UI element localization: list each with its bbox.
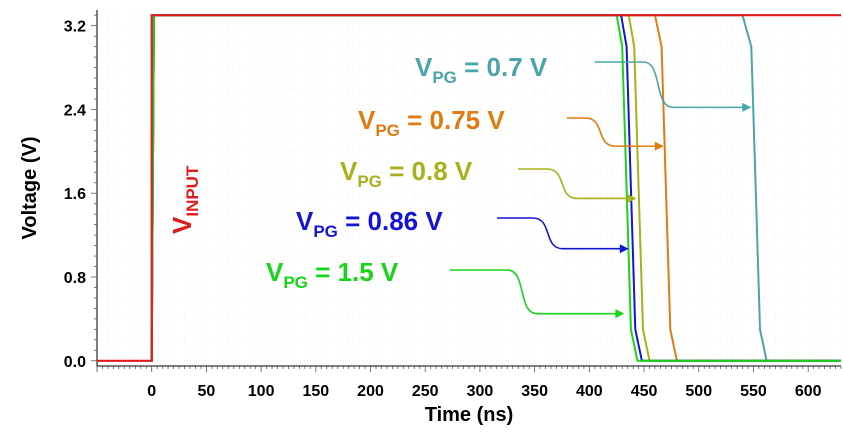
- series-lines: [97, 14, 841, 362]
- x-tick-label: 350: [521, 383, 548, 400]
- x-tick-label: 0: [147, 383, 156, 400]
- y-tick-label: 2.4: [64, 102, 86, 119]
- series-arrowhead: [615, 309, 625, 319]
- series-label: VPG = 0.75 V: [358, 105, 505, 140]
- x-axis-title: Time (ns): [425, 404, 514, 426]
- x-tick-label: 100: [248, 383, 275, 400]
- input-line: [97, 14, 841, 362]
- x-tick-label: 450: [631, 383, 658, 400]
- x-tick-label: 400: [576, 383, 603, 400]
- y-tick-label: 3.2: [64, 19, 86, 36]
- series-arrowhead: [742, 102, 752, 112]
- series-arrowhead: [619, 244, 629, 254]
- series-label: VPG = 0.8 V: [340, 156, 473, 191]
- x-tick-label: 250: [412, 383, 439, 400]
- series-arrow: [497, 217, 625, 250]
- series-arrow: [595, 61, 748, 109]
- x-tick-label: 300: [467, 383, 494, 400]
- y-tick-label: 0.8: [64, 270, 86, 287]
- x-tick-label: 50: [198, 383, 216, 400]
- series-label: VPG = 0.7 V: [415, 52, 548, 87]
- annotations: VPG = 0.7 V VPG = 0.75 V VPG = 0.8 V VPG = …: [167, 52, 752, 319]
- y-axis-title: Voltage (V): [19, 137, 41, 240]
- series-arrowhead: [627, 193, 637, 203]
- x-tick-labels: 0 50 100 150 200 250 300 350 400 450 500 550 600: [147, 383, 821, 400]
- input-label: VINPUT: [167, 165, 202, 234]
- x-tick-label: 550: [740, 383, 767, 400]
- series-arrow: [518, 168, 633, 200]
- series-label: VPG = 1.5 V: [266, 257, 399, 292]
- y-tick-label: 0.0: [64, 354, 86, 371]
- grid: [96, 10, 842, 366]
- series-arrow: [567, 117, 660, 147]
- x-tick-label: 150: [302, 383, 329, 400]
- series-arrowhead: [654, 141, 664, 151]
- y-tick-labels: 0.0 0.8 1.6 2.4 3.2: [64, 19, 86, 371]
- series-arrow: [450, 269, 621, 315]
- series-label: VPG = 0.86 V: [296, 206, 443, 241]
- x-tick-label: 500: [685, 383, 712, 400]
- x-tick-label: 600: [795, 383, 822, 400]
- y-tick-label: 1.6: [64, 186, 86, 203]
- x-tick-label: 200: [357, 383, 384, 400]
- axes: [91, 10, 842, 372]
